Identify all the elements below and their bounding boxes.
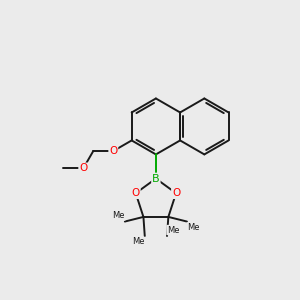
Text: O: O: [79, 164, 87, 173]
Text: O: O: [109, 146, 117, 156]
Text: Me: Me: [132, 238, 145, 247]
Text: O: O: [132, 188, 140, 198]
Text: Me: Me: [167, 226, 179, 235]
Text: Me: Me: [112, 211, 125, 220]
Text: Me: Me: [187, 223, 200, 232]
Text: O: O: [172, 188, 180, 198]
Text: B: B: [152, 174, 160, 184]
